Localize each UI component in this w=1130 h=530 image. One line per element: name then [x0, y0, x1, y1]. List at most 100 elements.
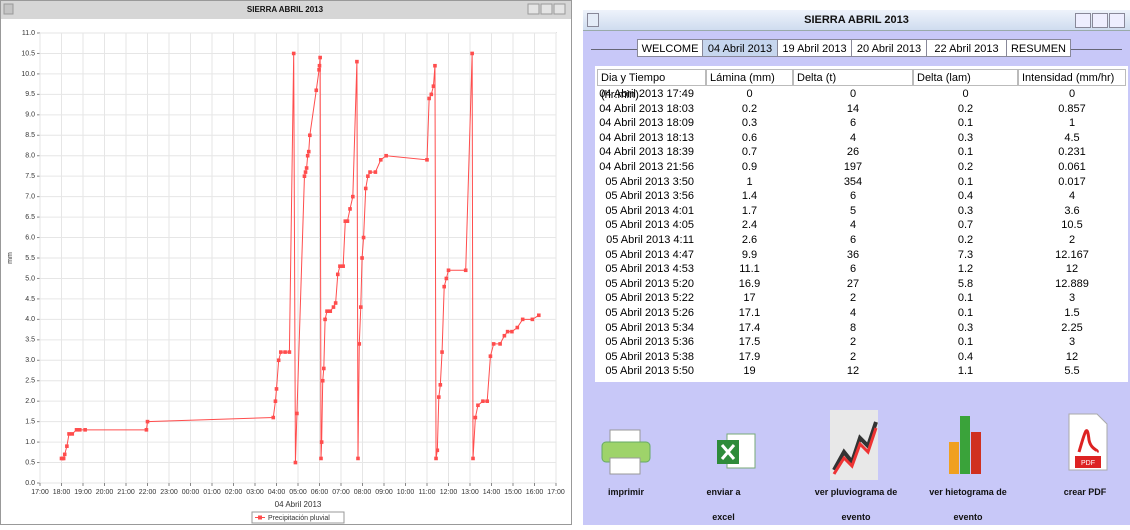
data-point — [473, 415, 478, 420]
maximize-button[interactable] — [1092, 13, 1108, 28]
table-cell: 11.1 — [739, 263, 760, 276]
data-point — [463, 268, 468, 273]
data-point — [363, 186, 368, 191]
data-point — [481, 399, 485, 403]
data-point — [145, 419, 150, 424]
data-point — [498, 342, 502, 346]
table-cell: 0.2 — [957, 234, 974, 246]
title-bar — [1, 1, 571, 19]
data-point — [351, 194, 355, 199]
data-point — [317, 63, 322, 68]
data-point — [434, 456, 438, 461]
data-point — [361, 235, 366, 240]
table-cell: 0.4 — [957, 190, 974, 203]
toolbar-button[interactable]: enviar a excel — [706, 487, 741, 522]
table-cell: 6 — [849, 190, 857, 203]
table-cell: 0.6 — [741, 131, 758, 144]
minimize-button[interactable] — [527, 3, 540, 15]
table-cell: 5.5 — [1064, 365, 1080, 378]
x-tick-label: 12:00 — [440, 489, 458, 496]
data-table: Dia y Tiempo (hr:min) Lámina (mm) Delta (t… — [595, 66, 1128, 382]
x-tick-label: 15:00 — [504, 489, 522, 496]
toolbar-button[interactable]: crear PDF — [1063, 487, 1107, 497]
data-point — [476, 403, 480, 408]
table-cell: 1.2 — [957, 263, 974, 276]
table-cell: 6 — [849, 263, 857, 276]
toolbar-button[interactable]: ver hietograma de evento — [929, 487, 1007, 522]
window-menu[interactable] — [3, 3, 14, 15]
table-cell: 197 — [843, 161, 863, 173]
y-tick-label: 8.5 — [25, 132, 35, 139]
tab[interactable]: 19 Abril 2013 — [777, 39, 852, 57]
table-cell: 0.1 — [957, 292, 974, 305]
data-point — [335, 272, 340, 277]
toolbar-button[interactable]: imprimir — [607, 487, 644, 497]
table-cell: 2 — [849, 336, 857, 349]
data-point — [425, 158, 429, 162]
window-title: SIERRA ABRIL 2013 — [804, 14, 909, 26]
y-tick-label: 3.0 — [25, 357, 35, 364]
y-tick-label: 6.5 — [25, 214, 35, 221]
y-tick-label: 5.0 — [25, 275, 35, 282]
plot: 0.0 0.5 1.0 1.5 2.0 2.5 3.0 3.5 4.0 4.5 5.0 5.5 6.0 6… — [21, 30, 565, 524]
x-tick-label: 03:00 — [246, 489, 264, 496]
data-point — [384, 153, 388, 158]
table-cell: 8 — [849, 321, 857, 334]
table-cell: 19 — [743, 365, 756, 378]
data-point — [442, 284, 446, 289]
x-tick-label: 05:00 — [289, 489, 307, 496]
data-point — [279, 350, 283, 354]
tab[interactable]: 04 Abril 2013 — [702, 39, 778, 57]
y-tick-label: 6.0 — [25, 234, 35, 241]
tab[interactable]: RESUMEN — [1006, 39, 1071, 57]
data-point — [274, 387, 279, 391]
minimize-button[interactable] — [1075, 13, 1091, 28]
y-tick-label: 0.0 — [25, 480, 35, 487]
data-point — [433, 63, 437, 68]
data-point — [345, 219, 350, 223]
x-axis-label: 04 Abril 2013 — [275, 500, 322, 509]
table-cell: 2.25 — [1061, 321, 1083, 334]
table-cell: 05 Abril 2013 3:56 — [605, 190, 694, 203]
x-tick-label: 17:00 — [547, 489, 565, 496]
data-point — [304, 166, 309, 170]
x-tick-label: 00:00 — [182, 489, 200, 496]
close-button[interactable] — [553, 3, 566, 15]
tab[interactable]: 20 Abril 2013 — [851, 39, 927, 57]
table-cell: 0.1 — [957, 146, 974, 159]
hietograma-icon — [949, 416, 981, 474]
tab[interactable]: 22 Abril 2013 — [926, 39, 1007, 57]
table-cell: 7.3 — [957, 248, 974, 261]
tab[interactable]: WELCOME — [637, 39, 703, 57]
data-point — [276, 358, 281, 363]
data-point — [319, 440, 324, 444]
y-tick-label: 8.0 — [25, 153, 35, 160]
table-cell: 04 Abril 2013 18:39 — [599, 146, 694, 159]
chart-window: SIERRA ABRIL 2013 mm 04 Abril 2013 0.00.… — [0, 0, 572, 525]
window-menu[interactable] — [587, 13, 599, 27]
data-point — [471, 456, 475, 461]
pluviograma-icon — [830, 410, 878, 480]
data-point — [77, 428, 82, 432]
table-cell: 14 — [846, 102, 860, 115]
table-cell: 0.061 — [1058, 161, 1086, 173]
table-cell: 04 Abril 2013 18:03 — [599, 102, 694, 115]
data-point — [319, 456, 323, 461]
column-header: Delta (lam) — [913, 69, 1018, 86]
y-tick-label: 3.5 — [25, 337, 35, 344]
data-point — [437, 395, 441, 399]
table-cell: 2.4 — [741, 219, 758, 232]
data-point — [314, 88, 319, 93]
printer-icon — [601, 429, 651, 475]
table-cell: 04 Abril 2013 18:09 — [599, 117, 694, 130]
maximize-button[interactable] — [540, 3, 553, 15]
y-tick-label: 0.5 — [25, 459, 35, 466]
table-cell: 0.7 — [741, 146, 758, 159]
table-cell: 0.231 — [1058, 146, 1086, 159]
table-cell: 05 Abril 2013 5:36 — [605, 336, 694, 349]
data-point — [491, 342, 496, 346]
close-button[interactable] — [1109, 13, 1125, 28]
table-cell: 6 — [849, 117, 857, 130]
toolbar-button[interactable]: ver pluviograma de evento — [814, 487, 898, 522]
x-tick-label: 18:00 — [53, 489, 71, 496]
